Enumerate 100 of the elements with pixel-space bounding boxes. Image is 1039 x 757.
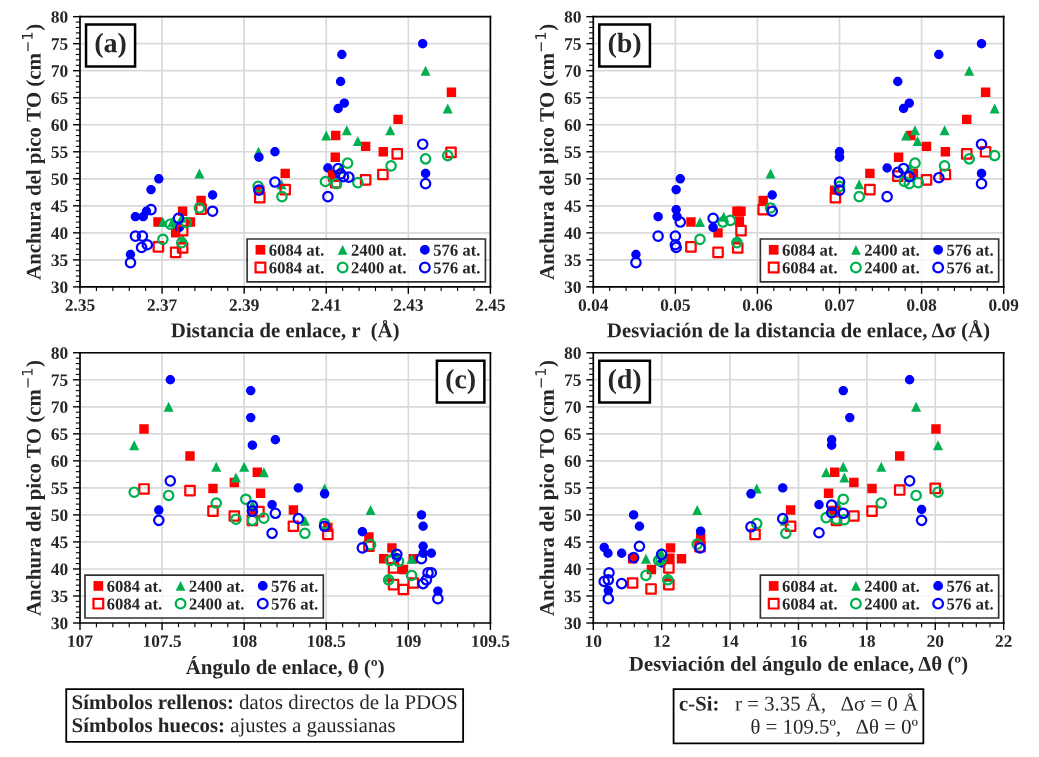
y-tick-label: 75 bbox=[565, 374, 581, 386]
legend-label: 6084 at. bbox=[782, 262, 837, 274]
x-tick-label: 16 bbox=[791, 635, 807, 648]
legend-label: 576 at. bbox=[947, 262, 993, 274]
y-axis-title: Anchura del pico TO (cm$^{−1}$) bbox=[535, 24, 559, 280]
legend-label: 6084 at. bbox=[782, 598, 837, 610]
y-tick-label: 75 bbox=[51, 38, 68, 50]
x-tick-label: 2.43 bbox=[393, 299, 423, 311]
legend-label: 6084 at. bbox=[107, 580, 162, 592]
y-tick-label: 65 bbox=[564, 92, 581, 104]
x-tick-label: 108.5 bbox=[308, 635, 346, 648]
legend-label: 6084 at. bbox=[269, 244, 324, 256]
text: Símbolos rellenos: datos directos de la PDOS bbox=[72, 694, 457, 710]
y-tick-label: 30 bbox=[51, 281, 68, 294]
x-tick-label: 0.05 bbox=[660, 299, 690, 311]
y-tick-label: 30 bbox=[51, 617, 68, 630]
y-tick-label: 55 bbox=[51, 146, 68, 158]
legend-label: 576 at. bbox=[433, 262, 480, 274]
legend-label: 576 at. bbox=[433, 244, 480, 256]
y-tick-label: 50 bbox=[51, 173, 68, 185]
y-tick-label: 60 bbox=[564, 455, 581, 468]
legend-label: 6084 at. bbox=[782, 580, 837, 592]
legend-label: 2400 at. bbox=[351, 262, 406, 274]
y-tick-label: 55 bbox=[564, 146, 581, 158]
x-tick-label: 18 bbox=[859, 635, 875, 648]
x-axis-title: Desviación del ángulo de enlace, Δθ (º) bbox=[629, 656, 968, 676]
y-tick-label: 60 bbox=[51, 455, 68, 468]
x-axis-title: Ángulo de enlace, θ (º) bbox=[185, 656, 384, 679]
text: (a) bbox=[95, 32, 126, 59]
x-tick-label: 20 bbox=[927, 635, 944, 648]
y-tick-label: 40 bbox=[51, 563, 68, 576]
x-tick-label: 107 bbox=[68, 635, 93, 648]
x-tick-label: 0.07 bbox=[824, 299, 855, 311]
text: Símbolos huecos: ajustes a gaussianas bbox=[72, 717, 395, 737]
y-axis-title: Anchura del pico TO (cm$^{−1}$) bbox=[21, 360, 45, 616]
y-tick-label: 50 bbox=[564, 173, 581, 185]
y-tick-label: 65 bbox=[564, 428, 581, 441]
y-tick-label: 65 bbox=[51, 92, 68, 104]
y-tick-label: 30 bbox=[564, 617, 581, 630]
y-tick-label: 80 bbox=[51, 11, 68, 23]
y-tick-label: 60 bbox=[564, 119, 581, 131]
y-tick-label: 45 bbox=[51, 536, 68, 549]
x-tick-label: 10 bbox=[585, 635, 602, 648]
y-tick-label: 45 bbox=[564, 200, 581, 213]
x-tick-label: 0.08 bbox=[907, 299, 937, 311]
legend-label: 2400 at. bbox=[864, 262, 920, 274]
y-tick-label: 40 bbox=[51, 227, 68, 240]
text: θ = 109.5º, Δθ = 0º bbox=[751, 719, 918, 737]
text: (b) bbox=[608, 32, 641, 59]
y-tick-label: 35 bbox=[564, 254, 581, 267]
y-tick-label: 35 bbox=[51, 590, 68, 603]
x-tick-label: 12 bbox=[654, 635, 670, 647]
legend-label: 6084 at. bbox=[782, 244, 837, 256]
legend-label: 2400 at. bbox=[864, 598, 920, 610]
x-tick-label: 22 bbox=[995, 635, 1012, 647]
y-tick-label: 45 bbox=[564, 536, 581, 549]
y-tick-label: 80 bbox=[51, 347, 68, 359]
y-tick-label: 35 bbox=[564, 590, 581, 603]
x-tick-label: 2.39 bbox=[229, 299, 259, 311]
y-axis-title: Anchura del pico TO (cm$^{−1}$) bbox=[535, 360, 559, 616]
y-tick-label: 55 bbox=[51, 482, 68, 495]
legend-label: 2400 at. bbox=[864, 580, 920, 592]
legend-label: 2400 at. bbox=[864, 244, 920, 256]
y-tick-label: 50 bbox=[564, 509, 581, 522]
y-tick-label: 80 bbox=[564, 11, 581, 23]
y-tick-label: 70 bbox=[51, 401, 68, 414]
y-axis-title: Anchura del pico TO (cm$^{−1}$) bbox=[21, 24, 45, 280]
text: (d) bbox=[608, 368, 641, 395]
text: (c) bbox=[446, 368, 475, 395]
y-tick-label: 45 bbox=[51, 200, 68, 213]
y-tick-label: 70 bbox=[565, 401, 581, 414]
y-tick-label: 80 bbox=[564, 347, 581, 359]
x-tick-label: 0.06 bbox=[742, 299, 773, 311]
x-tick-label: 109.5 bbox=[472, 635, 510, 648]
legend-label: 576 at. bbox=[271, 580, 318, 592]
x-tick-label: 108 bbox=[232, 635, 257, 648]
y-tick-label: 55 bbox=[564, 482, 581, 495]
y-tick-label: 60 bbox=[51, 119, 68, 131]
y-tick-label: 40 bbox=[564, 227, 581, 240]
y-tick-label: 75 bbox=[51, 374, 68, 386]
y-tick-label: 35 bbox=[51, 254, 68, 267]
y-tick-label: 75 bbox=[565, 38, 581, 50]
legend-label: 6084 at. bbox=[107, 598, 162, 610]
legend-label: 2400 at. bbox=[189, 580, 244, 592]
x-tick-label: 0.09 bbox=[989, 299, 1019, 311]
y-tick-label: 30 bbox=[564, 281, 581, 294]
y-tick-label: 70 bbox=[51, 65, 68, 77]
y-tick-label: 50 bbox=[51, 509, 68, 522]
x-tick-label: 14 bbox=[722, 635, 739, 647]
x-tick-label: 109 bbox=[396, 635, 421, 648]
legend-label: 6084 at. bbox=[269, 262, 324, 274]
x-tick-label: 107.5 bbox=[143, 635, 181, 648]
x-tick-label: 0.04 bbox=[578, 299, 609, 311]
legend-label: 2400 at. bbox=[189, 598, 244, 610]
x-axis-title: Distancia de enlace, r (Å) bbox=[171, 320, 399, 342]
legend-label: 576 at. bbox=[947, 598, 993, 610]
legend-label: 576 at. bbox=[947, 244, 993, 256]
y-tick-label: 70 bbox=[565, 65, 581, 77]
y-tick-label: 65 bbox=[51, 428, 68, 441]
x-tick-label: 2.41 bbox=[311, 299, 341, 311]
